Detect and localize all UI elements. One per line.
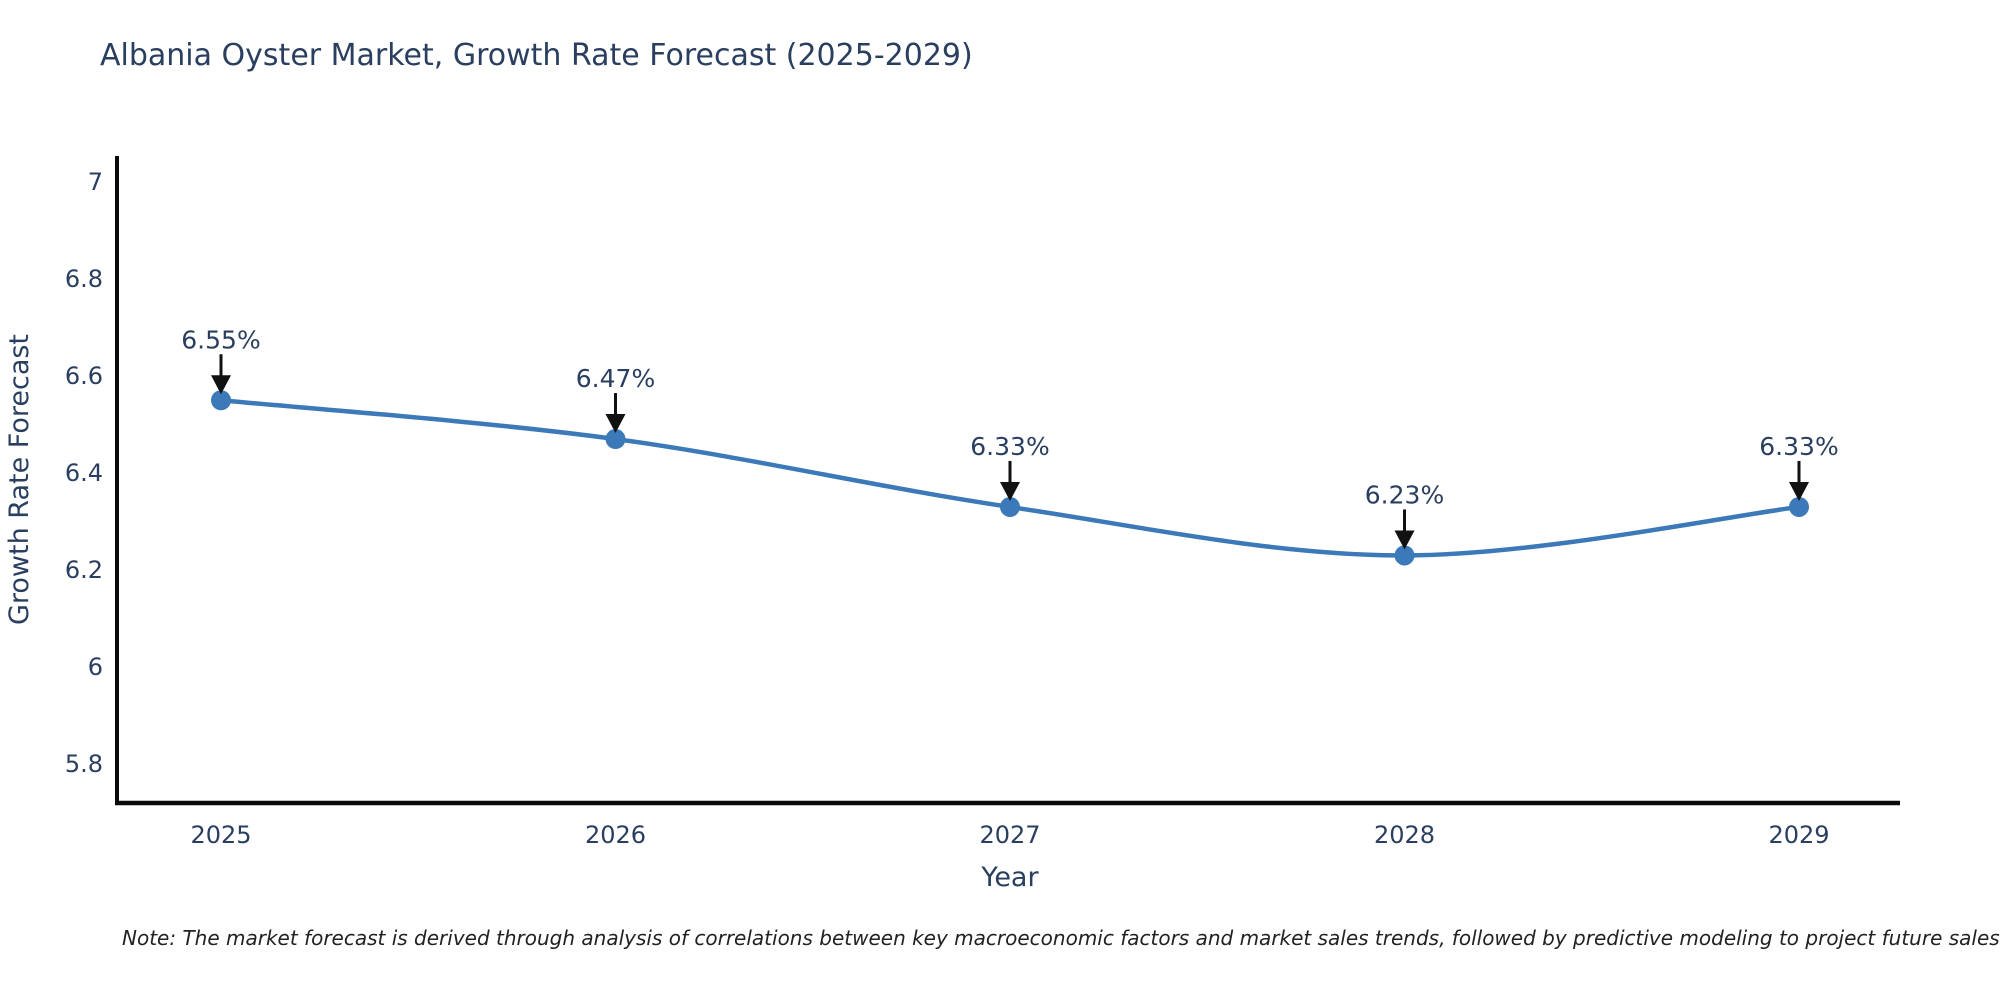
data-point-marker: [1789, 496, 1809, 517]
x-tick-label: 2027: [979, 821, 1040, 849]
x-tick-label: 2028: [1374, 821, 1435, 849]
chart-title: Albania Oyster Market, Growth Rate Forec…: [100, 38, 973, 73]
annotation-arrowhead: [1000, 481, 1020, 501]
y-tick-label: 6.4: [65, 459, 103, 487]
annotation-label: 6.33%: [1759, 432, 1838, 461]
x-tick-label: 2025: [190, 821, 251, 849]
annotation-label: 6.47%: [576, 364, 655, 393]
data-point-marker: [211, 390, 231, 411]
data-point-marker: [1000, 496, 1020, 517]
annotation-arrowhead: [1789, 481, 1809, 501]
footnote: Note: The market forecast is derived thr…: [122, 926, 2000, 950]
data-point-marker: [1394, 545, 1415, 566]
x-tick-label: 2026: [585, 821, 646, 849]
annotation-label: 6.55%: [181, 325, 260, 354]
annotation-arrowhead: [211, 375, 231, 395]
annotation-label: 6.33%: [970, 432, 1049, 461]
y-tick-label: 6.8: [65, 265, 103, 293]
data-point-marker: [605, 429, 626, 450]
x-tick-label: 2029: [1768, 821, 1829, 849]
annotation-arrowhead: [1394, 530, 1415, 550]
y-tick-label: 7: [88, 168, 103, 196]
y-tick-label: 5.8: [65, 750, 103, 778]
y-axis-title: Growth Rate Forecast: [4, 334, 35, 625]
annotation-arrowhead: [605, 414, 626, 434]
annotation-label: 6.23%: [1365, 480, 1444, 509]
y-tick-label: 6: [88, 653, 103, 681]
x-axis-title: Year: [980, 862, 1039, 893]
y-tick-label: 6.6: [65, 362, 103, 390]
y-tick-label: 6.2: [65, 556, 103, 584]
